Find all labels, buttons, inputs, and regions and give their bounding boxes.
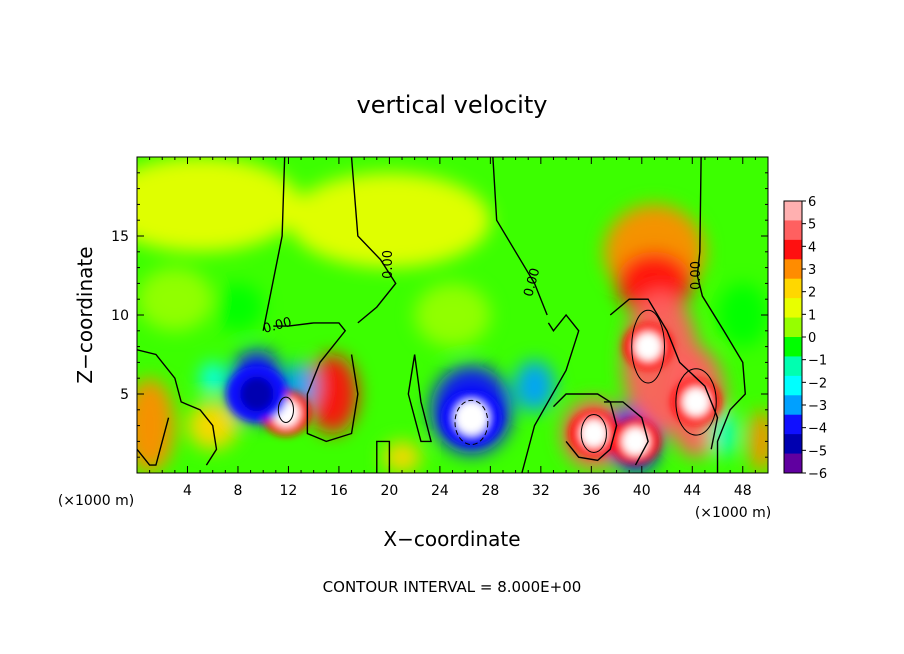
field-patch — [200, 362, 226, 395]
field-patch — [749, 409, 768, 473]
colorbar-swatch — [784, 434, 802, 455]
core-center — [621, 427, 650, 456]
contour-label: 0.00 — [262, 315, 294, 337]
zero-contour-line — [273, 322, 359, 443]
colorbar-label: −5 — [808, 444, 827, 459]
chart-title: vertical velocity — [357, 91, 548, 119]
field-patch — [717, 283, 768, 347]
contour-labels: 0.00 0.00 0.00 0.00 — [262, 250, 704, 337]
zero-contours — [137, 157, 747, 473]
field-patch — [288, 172, 491, 268]
colorbar-label: 2 — [808, 286, 816, 301]
zero-contour-line — [492, 157, 548, 316]
colorbar-swatch — [784, 395, 802, 416]
y-axis: 5 10 15 — [111, 172, 768, 458]
field-patch — [307, 354, 358, 434]
zero-contour-line — [552, 393, 618, 462]
colorbar-swatch — [784, 356, 802, 377]
x-tick-label: 12 — [280, 483, 298, 499]
colorbar-swatch — [784, 337, 802, 357]
colorbar-label: −3 — [808, 399, 827, 414]
field-patch — [137, 267, 213, 331]
inner-contour — [631, 309, 666, 384]
x-axis: 4 8 12 16 20 24 28 32 36 40 44 48 — [149, 157, 756, 499]
contour-label: 0.00 — [521, 267, 543, 299]
x-tick-label: 8 — [233, 483, 242, 499]
zero-contour-line — [407, 354, 432, 443]
zero-contour-line — [696, 157, 747, 473]
core-center — [682, 387, 710, 417]
field-patch — [137, 378, 175, 473]
field-patch — [414, 283, 491, 347]
y-axis-label: Z−coordinate — [73, 246, 97, 383]
zero-contour-line — [137, 417, 170, 466]
x-tick-label: 28 — [481, 483, 499, 499]
x-tick-label: 36 — [582, 483, 600, 499]
field-patch — [212, 283, 264, 331]
field-patch — [514, 360, 555, 412]
x-tick-label: 4 — [183, 483, 192, 499]
colorbar-label: −6 — [808, 467, 827, 482]
core-center — [454, 400, 489, 436]
y-tick-label: 5 — [120, 387, 129, 403]
colorbar-swatch — [784, 259, 802, 280]
x-tick-label: 48 — [734, 483, 752, 499]
colorbar-label: 5 — [808, 218, 816, 233]
core-center — [634, 332, 662, 361]
contour-label: 0.00 — [381, 250, 396, 279]
zero-contour-line — [262, 157, 286, 331]
inner-contour — [675, 368, 717, 436]
field-patch — [383, 441, 421, 473]
x-tick-label: 32 — [532, 483, 550, 499]
colorbar-label: 1 — [808, 308, 816, 323]
inner-contour — [580, 414, 607, 453]
core-center — [580, 419, 608, 448]
x-unit-right: (×1000 m) — [695, 505, 771, 521]
colorbar: 6 5 4 3 2 1 0 −1 −2 −3 −4 −5 −6 — [783, 195, 827, 482]
x-tick-label: 40 — [633, 483, 651, 499]
core-center — [240, 376, 274, 412]
zero-contour-line — [603, 401, 649, 466]
colorbar-label: 3 — [808, 263, 816, 278]
x-unit-left: (×1000 m) — [58, 493, 134, 509]
colorbar-label: 4 — [808, 240, 816, 255]
colorbar-swatch — [784, 201, 802, 221]
contour-label: 0.00 — [689, 261, 704, 290]
x-tick-label: 44 — [683, 483, 701, 499]
colorbar-label: −1 — [808, 354, 827, 369]
zero-contour-line — [350, 157, 397, 324]
colorbar-swatch — [784, 239, 802, 260]
colorbar-label: 6 — [808, 195, 816, 210]
colorbar-swatch — [784, 317, 802, 338]
zero-contour-line — [376, 440, 391, 473]
dashed-contour — [454, 399, 489, 446]
colorbar-swatch — [784, 375, 802, 396]
inner-contour — [277, 396, 294, 423]
zero-contour-line — [521, 313, 580, 473]
plot-area: 0.00 0.00 0.00 0.00 — [137, 157, 768, 473]
colorbar-label: −2 — [808, 376, 827, 391]
x-axis-label: X−coordinate — [383, 527, 520, 551]
colorbar-label: 0 — [808, 331, 816, 346]
colorbar-swatch — [784, 278, 802, 299]
colorbar-swatch — [784, 220, 802, 241]
colorbar-swatch — [784, 298, 802, 319]
colorbar-swatch — [784, 453, 802, 474]
y-tick-label: 15 — [111, 229, 129, 245]
x-tick-label: 24 — [431, 483, 449, 499]
field-patch — [137, 157, 302, 252]
y-tick-label: 10 — [111, 308, 129, 324]
x-tick-label: 20 — [380, 483, 398, 499]
colorbar-swatch — [784, 414, 802, 435]
zero-contour-line — [137, 349, 218, 466]
contour-interval-note: CONTOUR INTERVAL = 8.000E+00 — [323, 578, 582, 596]
colorbar-label: −4 — [808, 422, 827, 437]
x-tick-label: 16 — [330, 483, 348, 499]
